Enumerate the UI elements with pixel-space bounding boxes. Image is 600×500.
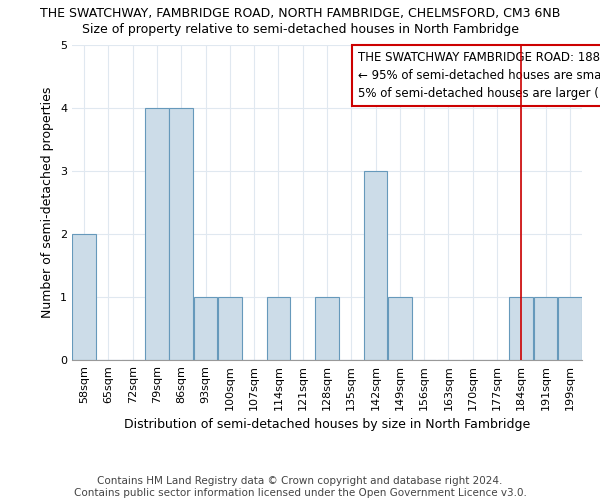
Bar	[145, 108, 169, 360]
Bar	[558, 297, 582, 360]
Bar	[364, 171, 388, 360]
Text: THE SWATCHWAY, FAMBRIDGE ROAD, NORTH FAMBRIDGE, CHELMSFORD, CM3 6NB: THE SWATCHWAY, FAMBRIDGE ROAD, NORTH FAM…	[40, 8, 560, 20]
Text: Size of property relative to semi-detached houses in North Fambridge: Size of property relative to semi-detach…	[82, 22, 518, 36]
Y-axis label: Number of semi-detached properties: Number of semi-detached properties	[41, 87, 55, 318]
Bar	[194, 297, 217, 360]
Text: THE SWATCHWAY FAMBRIDGE ROAD: 188sqm
← 95% of semi-detached houses are smaller (: THE SWATCHWAY FAMBRIDGE ROAD: 188sqm ← 9…	[358, 52, 600, 100]
Bar	[315, 297, 339, 360]
Bar	[266, 297, 290, 360]
Bar	[509, 297, 533, 360]
Bar	[218, 297, 242, 360]
Bar	[72, 234, 96, 360]
Bar	[169, 108, 193, 360]
Bar	[533, 297, 557, 360]
Text: Contains HM Land Registry data © Crown copyright and database right 2024.
Contai: Contains HM Land Registry data © Crown c…	[74, 476, 526, 498]
X-axis label: Distribution of semi-detached houses by size in North Fambridge: Distribution of semi-detached houses by …	[124, 418, 530, 431]
Bar	[388, 297, 412, 360]
